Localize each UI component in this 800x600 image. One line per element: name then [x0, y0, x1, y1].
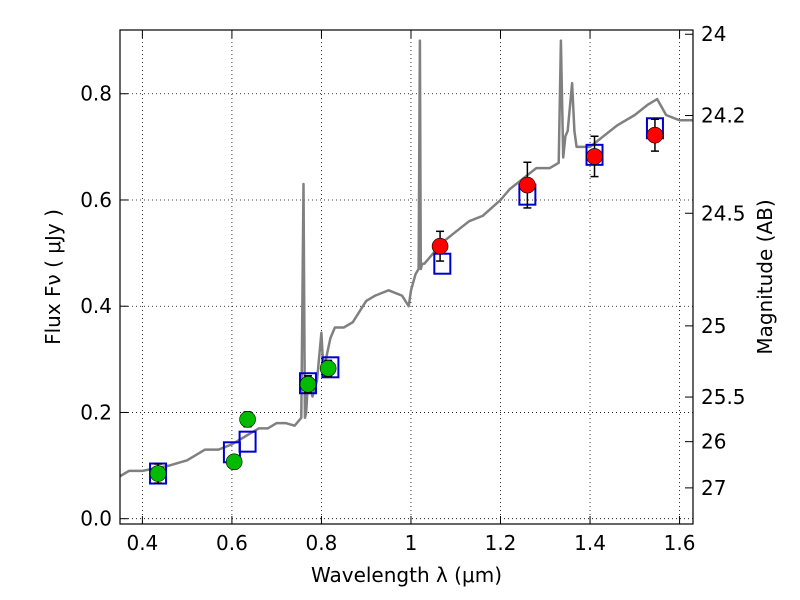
photometry-point: [319, 360, 337, 377]
x-tick-label: 1.6: [664, 531, 696, 555]
x-tick-label: 1.4: [574, 531, 606, 555]
y-tick-label: 0.0: [80, 507, 112, 531]
photometry-point: [225, 453, 243, 471]
x-tick-label: 1.2: [485, 531, 517, 555]
right-axis-label: Magnitude (AB): [753, 199, 777, 354]
photometry-point: [239, 411, 256, 428]
y-tick-label: 0.4: [80, 294, 112, 318]
right-tick-label: 24.5: [701, 201, 746, 225]
right-tick-label: 24: [701, 22, 726, 46]
right-tick-label: 25: [701, 314, 726, 338]
y-tick-label: 0.2: [80, 400, 112, 424]
photometry-point: [299, 375, 317, 393]
right-tick-label: 27: [701, 476, 726, 500]
right-tick-label: 26: [701, 430, 726, 454]
y-tick-label: 0.6: [80, 188, 112, 212]
x-tick-label: 0.4: [126, 531, 158, 555]
right-tick-label: 25.5: [701, 385, 746, 409]
ticks: 0.4 0.6 0.8 1 1.2 1.4 1.6 0.0 0.2 0.4 0.6 0.8 24 24.2…: [80, 22, 745, 555]
plot-frame: [119, 29, 694, 525]
x-tick-label: 0.6: [216, 531, 248, 555]
x-tick-label: 1: [405, 531, 418, 555]
photometry-point: [646, 126, 664, 144]
x-axis-label: Wavelength λ (μm): [311, 563, 502, 587]
spectrum-line: [120, 39, 693, 478]
photometry-point: [431, 237, 449, 255]
photometry-point: [149, 465, 167, 482]
model-square-point: [433, 252, 452, 275]
right-tick-label: 24.2: [701, 104, 746, 128]
photometry-point: [519, 176, 536, 194]
model-square-point: [238, 430, 257, 453]
y-axis-label: Flux Fν ( μJy ): [41, 209, 65, 345]
x-tick-label: 0.8: [306, 531, 338, 555]
y-tick-label: 0.8: [80, 82, 112, 106]
photometry-point: [586, 148, 603, 165]
plot-area: [120, 39, 693, 485]
